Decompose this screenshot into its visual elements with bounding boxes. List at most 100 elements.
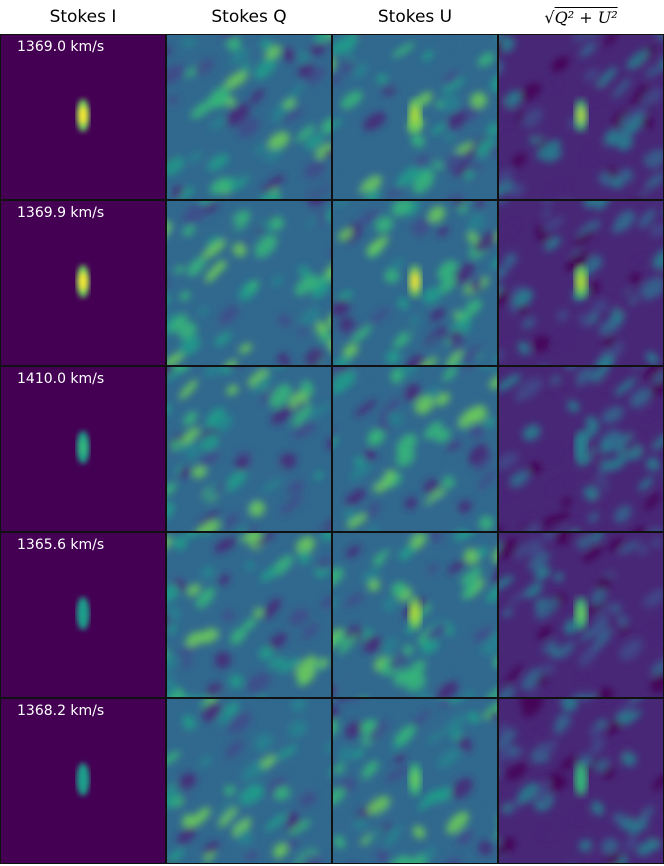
noise-blob bbox=[318, 90, 331, 107]
noise-blob bbox=[244, 49, 259, 64]
noise-blob bbox=[611, 176, 624, 189]
noise-blob bbox=[200, 433, 219, 451]
noise-blob bbox=[445, 349, 464, 365]
noise-blob bbox=[427, 563, 439, 575]
noise-blob bbox=[395, 688, 410, 697]
noise-blob bbox=[391, 201, 412, 217]
noise-blob bbox=[186, 583, 201, 597]
map-image bbox=[333, 35, 497, 199]
noise-blob bbox=[597, 687, 614, 697]
noise-blob bbox=[404, 328, 415, 338]
noise-blob bbox=[213, 482, 229, 494]
noise-blob bbox=[591, 801, 605, 816]
noise-blob bbox=[264, 812, 288, 832]
noise-blob bbox=[167, 482, 177, 496]
noise-blob bbox=[199, 450, 220, 468]
noise-blob bbox=[607, 854, 628, 863]
noise-blob bbox=[312, 35, 331, 45]
noise-blob bbox=[410, 709, 431, 730]
noise-blob bbox=[598, 360, 613, 365]
noise-blob bbox=[555, 641, 575, 660]
noise-blob bbox=[542, 639, 558, 654]
noise-blob bbox=[474, 167, 488, 180]
map-image bbox=[499, 35, 663, 199]
noise-blob bbox=[229, 674, 244, 689]
noise-blob bbox=[519, 699, 545, 706]
noise-blob bbox=[601, 406, 624, 424]
noise-blob bbox=[167, 156, 185, 176]
noise-blob bbox=[286, 83, 305, 102]
noise-blob bbox=[425, 487, 446, 506]
noise-blob bbox=[333, 37, 351, 56]
noise-blob bbox=[337, 746, 354, 762]
noise-blob bbox=[333, 787, 346, 806]
noise-blob bbox=[302, 300, 314, 311]
noise-blob bbox=[338, 227, 353, 241]
noise-blob bbox=[214, 332, 232, 347]
noise-blob bbox=[363, 635, 382, 654]
noise-blob bbox=[258, 645, 275, 661]
sqrt-formula: √Q² + U² bbox=[544, 7, 618, 27]
map-image bbox=[167, 201, 331, 365]
noise-blob bbox=[356, 189, 380, 199]
noise-blob bbox=[220, 35, 241, 41]
noise-blob bbox=[499, 231, 510, 248]
source-core bbox=[577, 106, 585, 125]
noise-blob bbox=[181, 426, 200, 446]
noise-blob bbox=[548, 78, 560, 90]
noise-blob bbox=[227, 712, 252, 734]
noise-blob bbox=[223, 512, 239, 529]
noise-blob bbox=[320, 533, 331, 542]
source-core bbox=[411, 106, 419, 125]
noise-blob bbox=[463, 690, 476, 697]
noise-blob bbox=[333, 567, 344, 589]
noise-blob bbox=[469, 424, 485, 439]
noise-blob bbox=[437, 748, 461, 769]
noise-blob bbox=[201, 701, 222, 722]
noise-blob bbox=[615, 709, 632, 724]
noise-blob bbox=[384, 268, 399, 284]
noise-blob bbox=[167, 313, 188, 333]
noise-blob bbox=[478, 469, 497, 490]
noise-blob bbox=[427, 206, 446, 223]
noise-blob bbox=[361, 567, 381, 583]
noise-blob bbox=[579, 669, 594, 686]
noise-blob bbox=[307, 201, 329, 207]
noise-blob bbox=[344, 593, 364, 607]
noise-blob bbox=[540, 663, 555, 677]
noise-blob bbox=[441, 94, 460, 112]
noise-blob bbox=[336, 129, 355, 148]
noise-blob bbox=[503, 252, 518, 267]
noise-blob bbox=[612, 812, 626, 825]
noise-blob bbox=[445, 457, 462, 473]
noise-blob bbox=[623, 433, 641, 453]
noise-blob bbox=[391, 581, 407, 597]
noise-blob bbox=[590, 742, 602, 755]
noise-blob bbox=[291, 36, 317, 55]
noise-blob bbox=[344, 721, 364, 739]
noise-blob bbox=[419, 357, 438, 365]
map-image bbox=[333, 699, 497, 863]
panel-r4-U bbox=[332, 698, 498, 864]
noise-blob bbox=[367, 579, 380, 592]
noise-blob bbox=[576, 536, 593, 550]
map-image bbox=[1, 35, 165, 199]
noise-blob bbox=[253, 607, 264, 618]
noise-blob bbox=[409, 533, 427, 551]
noise-blob bbox=[499, 290, 511, 309]
noise-blob bbox=[553, 572, 564, 582]
noise-blob bbox=[196, 510, 220, 529]
noise-blob bbox=[517, 377, 543, 400]
noise-blob bbox=[454, 299, 468, 314]
noise-blob bbox=[218, 573, 230, 586]
noise-blob bbox=[647, 379, 663, 399]
noise-blob bbox=[607, 745, 628, 765]
noise-blob bbox=[167, 536, 172, 553]
noise-blob bbox=[326, 438, 331, 451]
noise-blob bbox=[518, 82, 542, 102]
noise-blob bbox=[422, 287, 442, 304]
noise-blob bbox=[369, 307, 390, 325]
noise-blob bbox=[588, 511, 599, 523]
noise-blob bbox=[637, 544, 649, 555]
column-header-stokes-u: Stokes U bbox=[377, 7, 453, 27]
